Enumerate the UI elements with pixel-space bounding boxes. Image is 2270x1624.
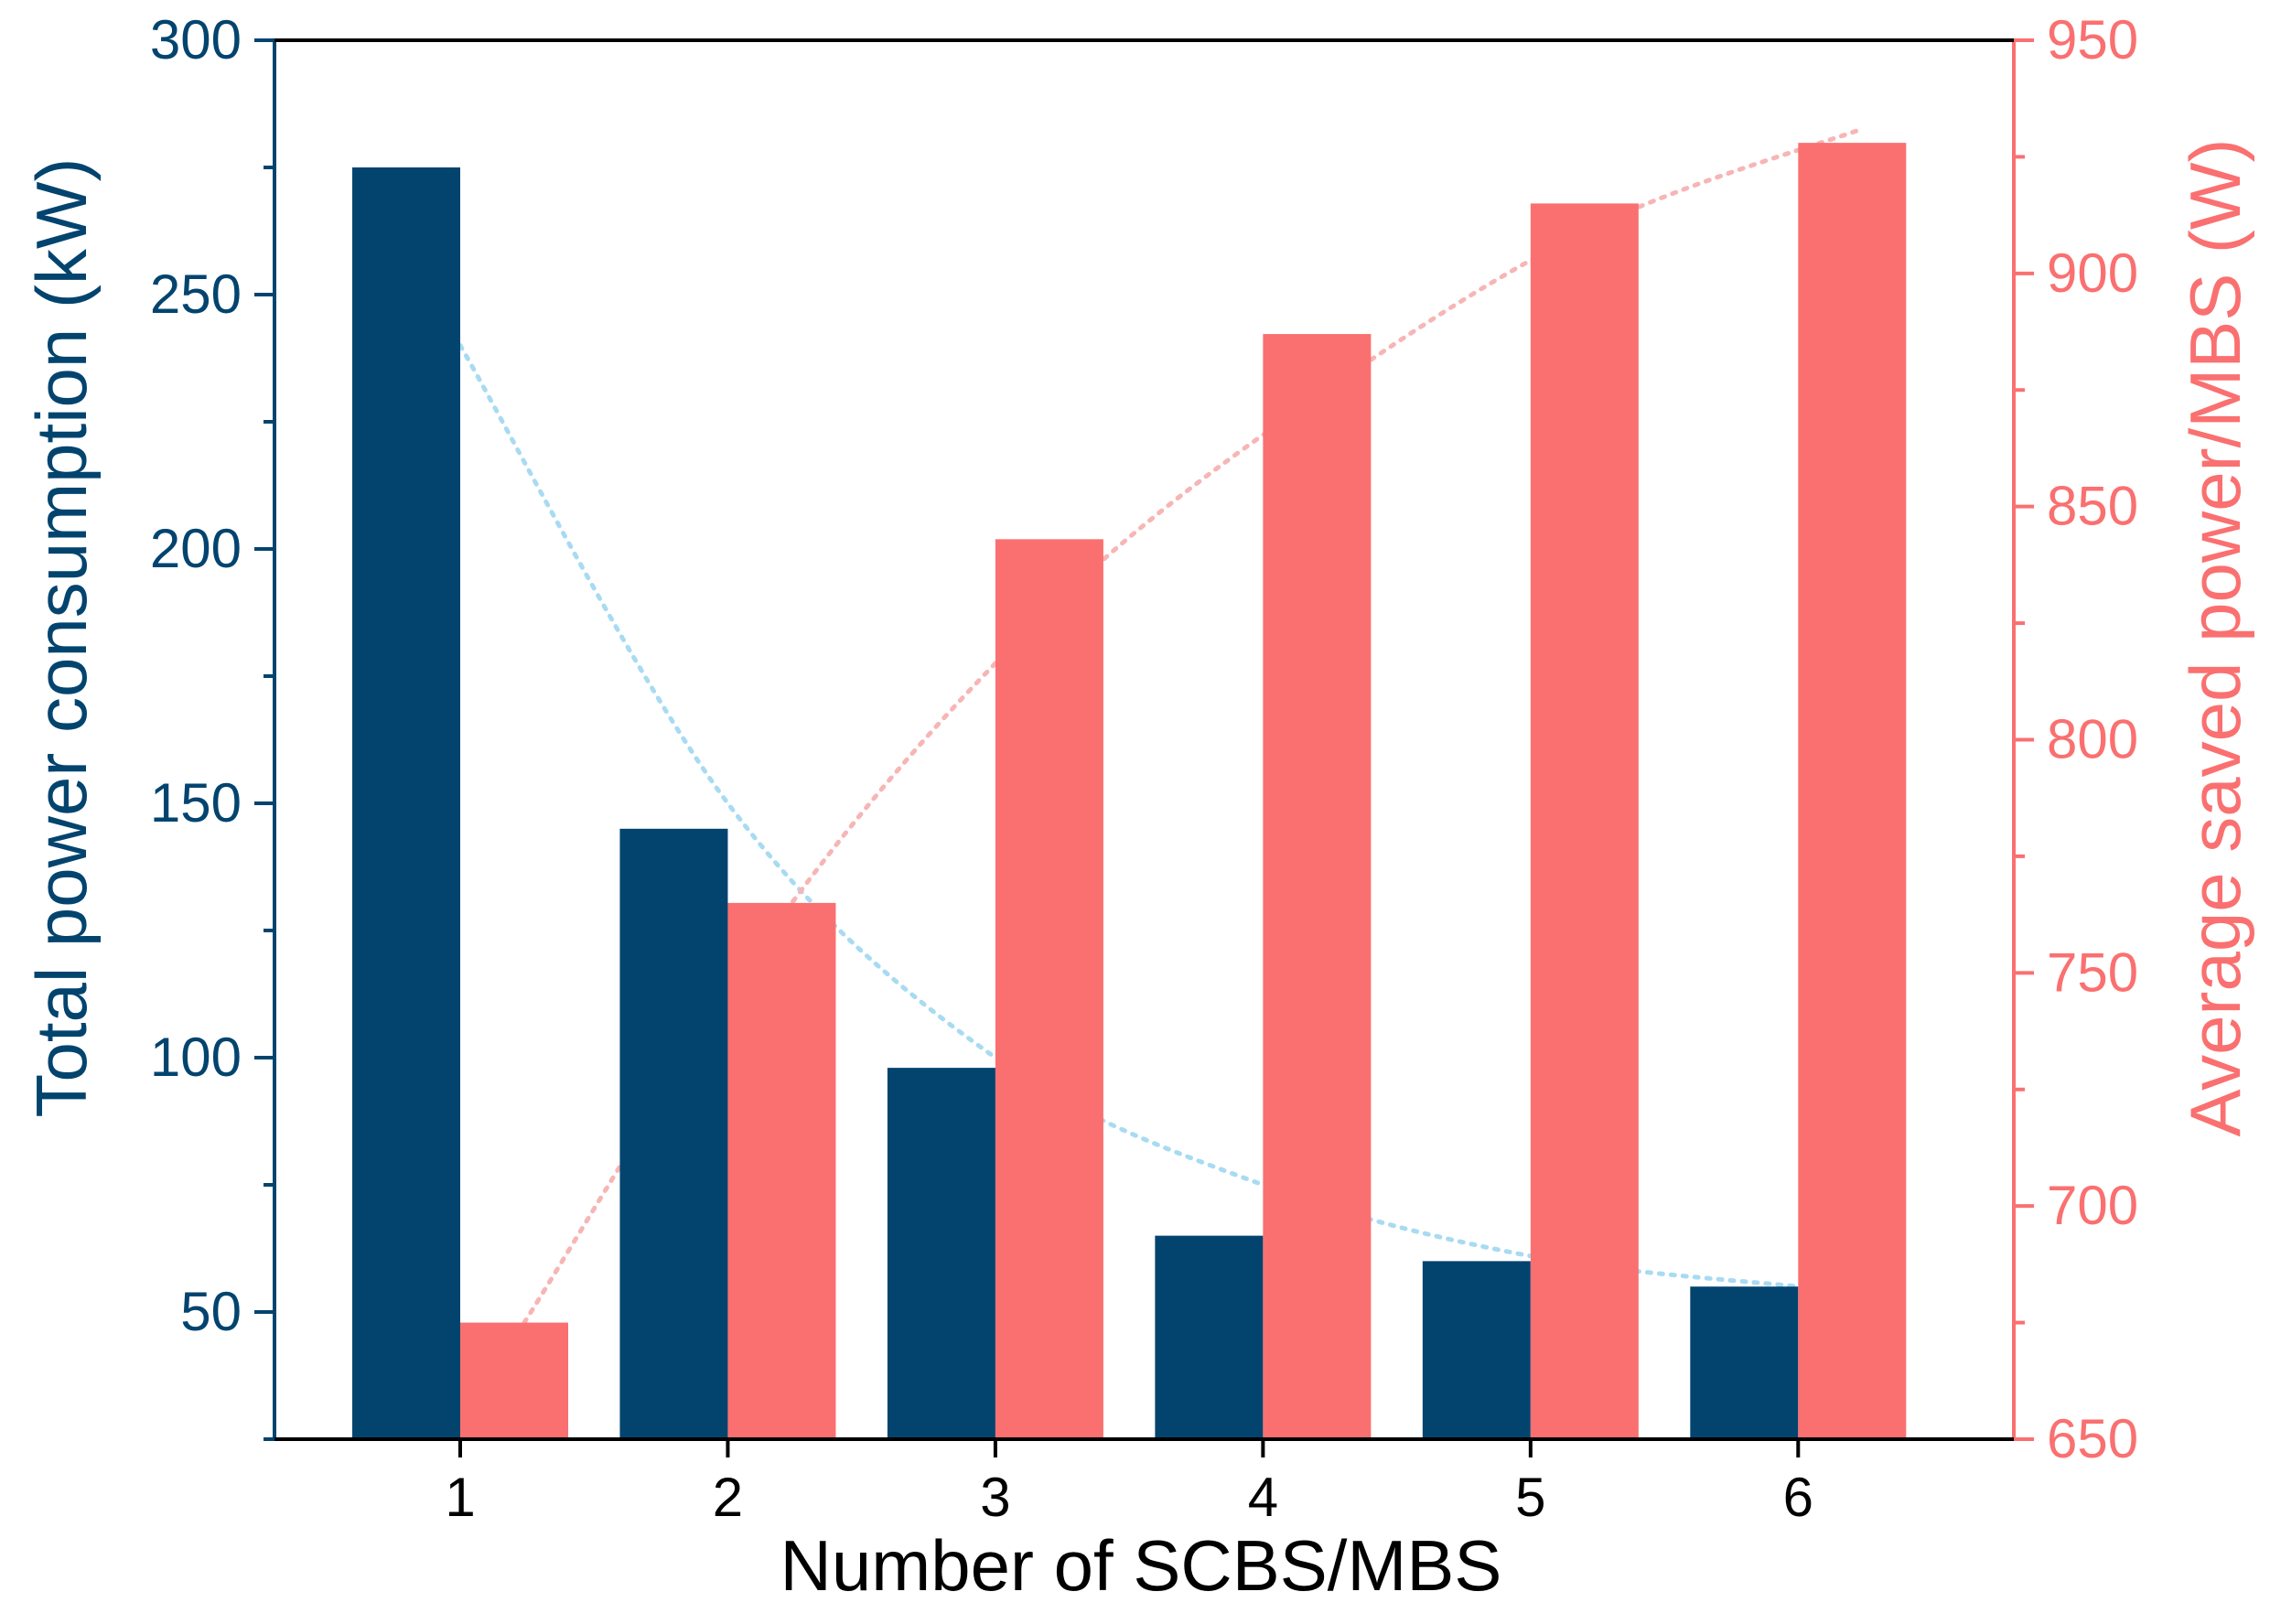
bar-saved-power-4 [1263, 334, 1372, 1440]
bar-power-consumption-4 [1155, 1235, 1264, 1439]
x-tick-label: 6 [1783, 1467, 1813, 1528]
axes [273, 38, 2016, 1441]
left-tick-label: 200 [150, 518, 242, 579]
bar-saved-power-5 [1530, 203, 1639, 1440]
left-tick-label: 50 [180, 1281, 242, 1342]
right-tick-label: 700 [2047, 1175, 2138, 1236]
left-tick-label: 250 [150, 263, 242, 325]
bar-saved-power-6 [1798, 143, 1907, 1439]
bar-power-consumption-6 [1690, 1286, 1799, 1439]
right-tick-label: 850 [2047, 476, 2138, 537]
bars [352, 143, 1907, 1440]
bar-power-consumption-5 [1422, 1261, 1531, 1439]
left-y-axis-title: Total power consumption (kW) [21, 157, 102, 1117]
left-tick-label: 100 [150, 1027, 242, 1088]
x-tick-label: 3 [980, 1467, 1010, 1528]
x-axis-title: Number of SCBS/MBS [780, 1525, 1502, 1606]
x-tick-label: 4 [1248, 1467, 1278, 1528]
x-tick-label: 5 [1515, 1467, 1545, 1528]
left-tick-label: 150 [150, 772, 242, 834]
bar-saved-power-3 [995, 539, 1103, 1439]
x-tick-label: 1 [445, 1467, 475, 1528]
bar-power-consumption-3 [887, 1068, 995, 1439]
bar-saved-power-2 [727, 902, 836, 1439]
right-tick-label: 650 [2047, 1408, 2138, 1469]
right-tick-label: 750 [2047, 941, 2138, 1003]
x-tick-label: 2 [713, 1467, 743, 1528]
ticks: 50 100 150 200 250 300 650 700 750 800 850 900 950 1 2… [150, 9, 2138, 1528]
bar-saved-power-1 [460, 1322, 568, 1439]
bar-power-consumption-2 [619, 828, 728, 1439]
right-y-axis-title: Average saved power/MBS (W) [2175, 139, 2255, 1137]
left-tick-label: 300 [150, 9, 242, 70]
right-tick-label: 900 [2047, 242, 2138, 304]
bar-power-consumption-1 [352, 167, 460, 1439]
right-tick-label: 950 [2047, 9, 2138, 70]
right-tick-label: 800 [2047, 709, 2138, 770]
